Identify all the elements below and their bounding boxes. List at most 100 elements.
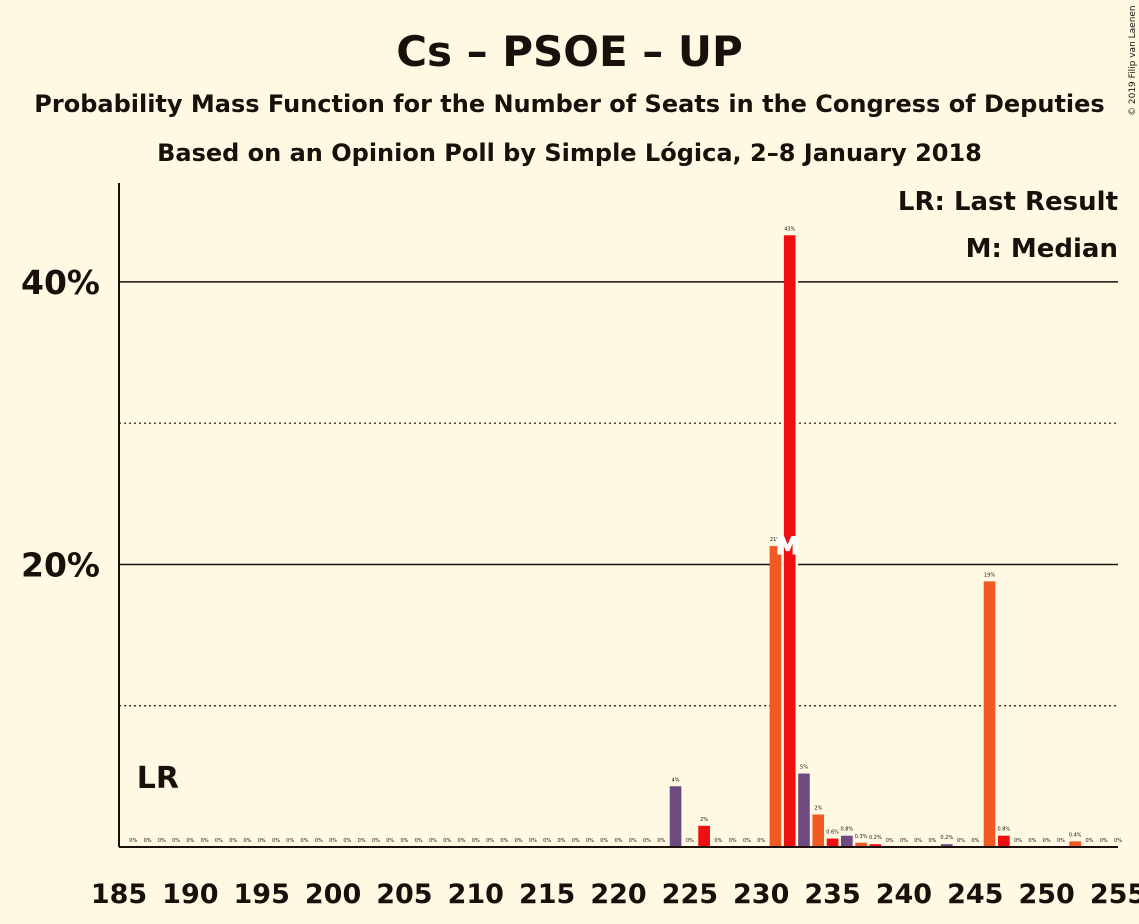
data-label-seat-192: 0% [215, 838, 223, 844]
bar-gap-224 [681, 786, 685, 847]
data-label-seat-201: 0% [343, 838, 351, 844]
data-label-seat-250: 0% [1043, 838, 1051, 844]
data-label-seat-221: 0% [629, 838, 637, 844]
data-label-seat-211: 0% [486, 838, 494, 844]
bar-seat-246 [983, 581, 996, 847]
data-label-seat-217: 0% [572, 838, 580, 844]
data-label-seat-249: 0% [1028, 838, 1036, 844]
data-label-seat-190: 0% [186, 838, 194, 844]
data-label-seat-252: 0.4% [1069, 832, 1082, 838]
x-tick-label: 245 [947, 879, 1003, 910]
bar-seat-226 [698, 825, 710, 847]
data-label-seat-232: 43% [784, 226, 795, 232]
data-label-seat-254: 0% [1100, 838, 1108, 844]
data-label-seat-242: 0% [929, 838, 937, 844]
x-tick-label: 190 [162, 879, 218, 910]
bar-seat-234 [812, 814, 825, 847]
data-label-seat-205: 0% [400, 838, 408, 844]
data-label-seat-196: 0% [272, 838, 280, 844]
data-label-seat-230: 0% [757, 838, 765, 844]
y-tick-label: 20% [21, 545, 100, 584]
data-label-seat-206: 0% [415, 838, 423, 844]
bar-gap-234 [824, 814, 827, 847]
x-tick-label: 210 [448, 879, 504, 910]
chart-subtitle: Probability Mass Function for the Number… [34, 90, 1104, 118]
data-label-seat-236: 0.8% [840, 827, 853, 833]
data-label-seat-194: 0% [243, 838, 251, 844]
bar-seat-224 [669, 786, 682, 847]
data-label-seat-191: 0% [201, 838, 209, 844]
x-tick-label: 235 [804, 879, 860, 910]
data-label-seat-203: 0% [372, 838, 380, 844]
data-label-seat-231: 21% [770, 537, 781, 543]
data-label-seat-240: 0% [900, 838, 908, 844]
data-label-seat-218: 0% [586, 838, 594, 844]
x-tick-label: 195 [234, 879, 290, 910]
data-label-seat-212: 0% [500, 838, 508, 844]
data-label-seat-187: 0% [144, 838, 152, 844]
data-label-seat-197: 0% [286, 838, 294, 844]
data-label-seat-189: 0% [172, 838, 180, 844]
data-label-seat-238: 0.2% [869, 835, 882, 841]
x-tick-label: 200 [305, 879, 361, 910]
bar-seat-252 [1069, 841, 1082, 847]
data-label-seat-244: 0% [957, 838, 965, 844]
data-label-seat-229: 0% [743, 838, 751, 844]
bar-gap-246 [995, 581, 998, 847]
data-label-seat-247: 0.8% [997, 827, 1010, 833]
x-tick-labels: 185 190 195 200 205 210 215 220 225 230 235 240 245 2… [91, 879, 1139, 910]
bar-seat-232 [783, 235, 796, 847]
data-label-seat-207: 0% [429, 838, 437, 844]
chart-subtitle-poll: Based on an Opinion Poll by Simple Lógic… [157, 139, 982, 167]
x-tick-label: 185 [91, 879, 147, 910]
legend-median: M: Median [966, 234, 1118, 264]
data-label-seat-223: 0% [657, 838, 665, 844]
bar-seat-235 [826, 838, 839, 847]
data-label-seat-228: 0% [729, 838, 737, 844]
data-labels: 0% 0% 0% 0% 0% 0% 0% 0% 0% 0% 0% 0% 0% 0% 0% 0% 0% 0% 0% 0%… [129, 226, 1122, 844]
copyright-note: © 2019 Filip van Laenen [1128, 5, 1138, 116]
data-label-seat-199: 0% [315, 838, 323, 844]
y-tick-label: 40% [21, 263, 100, 302]
data-label-seat-204: 0% [386, 838, 394, 844]
bar-seat-231 [769, 546, 782, 847]
data-label-seat-233: 5% [800, 765, 808, 771]
data-label-seat-227: 0% [714, 838, 722, 844]
bar-gap-231 [781, 546, 784, 847]
data-label-seat-220: 0% [615, 838, 623, 844]
data-label-seat-255: 0% [1114, 838, 1122, 844]
data-label-seat-208: 0% [443, 838, 451, 844]
bar-gap-232 [795, 235, 799, 847]
data-label-seat-213: 0% [515, 838, 523, 844]
data-label-seat-219: 0% [600, 838, 608, 844]
data-label-seat-239: 0% [886, 838, 894, 844]
data-label-seat-200: 0% [329, 838, 337, 844]
x-tick-label: 230 [733, 879, 789, 910]
data-label-seat-222: 0% [643, 838, 651, 844]
data-label-seat-214: 0% [529, 838, 537, 844]
bars [669, 235, 1082, 847]
data-label-seat-224: 4% [672, 777, 680, 783]
data-label-seat-210: 0% [472, 838, 480, 844]
chart-title: Cs – PSOE – UP [396, 27, 743, 76]
legend-last-result: LR: Last Result [898, 187, 1118, 217]
data-label-seat-241: 0% [914, 838, 922, 844]
data-label-seat-234: 2% [814, 806, 822, 812]
gridlines [119, 281, 1118, 707]
data-label-seat-215: 0% [543, 838, 551, 844]
x-tick-label: 250 [1018, 879, 1074, 910]
bar-seat-247 [997, 835, 1010, 847]
data-label-seat-235: 0.6% [826, 830, 839, 836]
y-tick-labels: 20% 40% [21, 263, 100, 585]
bar-gap-233 [809, 773, 813, 847]
x-tick-label: 255 [1090, 879, 1139, 910]
x-tick-label: 240 [876, 879, 932, 910]
data-label-seat-253: 0% [1085, 838, 1093, 844]
data-label-seat-237: 0.3% [855, 834, 868, 840]
data-label-seat-225: 0% [686, 838, 694, 844]
data-label-seat-251: 0% [1057, 838, 1065, 844]
data-label-seat-246: 19% [984, 572, 995, 578]
data-label-seat-216: 0% [557, 838, 565, 844]
data-label-seat-245: 0% [971, 838, 979, 844]
